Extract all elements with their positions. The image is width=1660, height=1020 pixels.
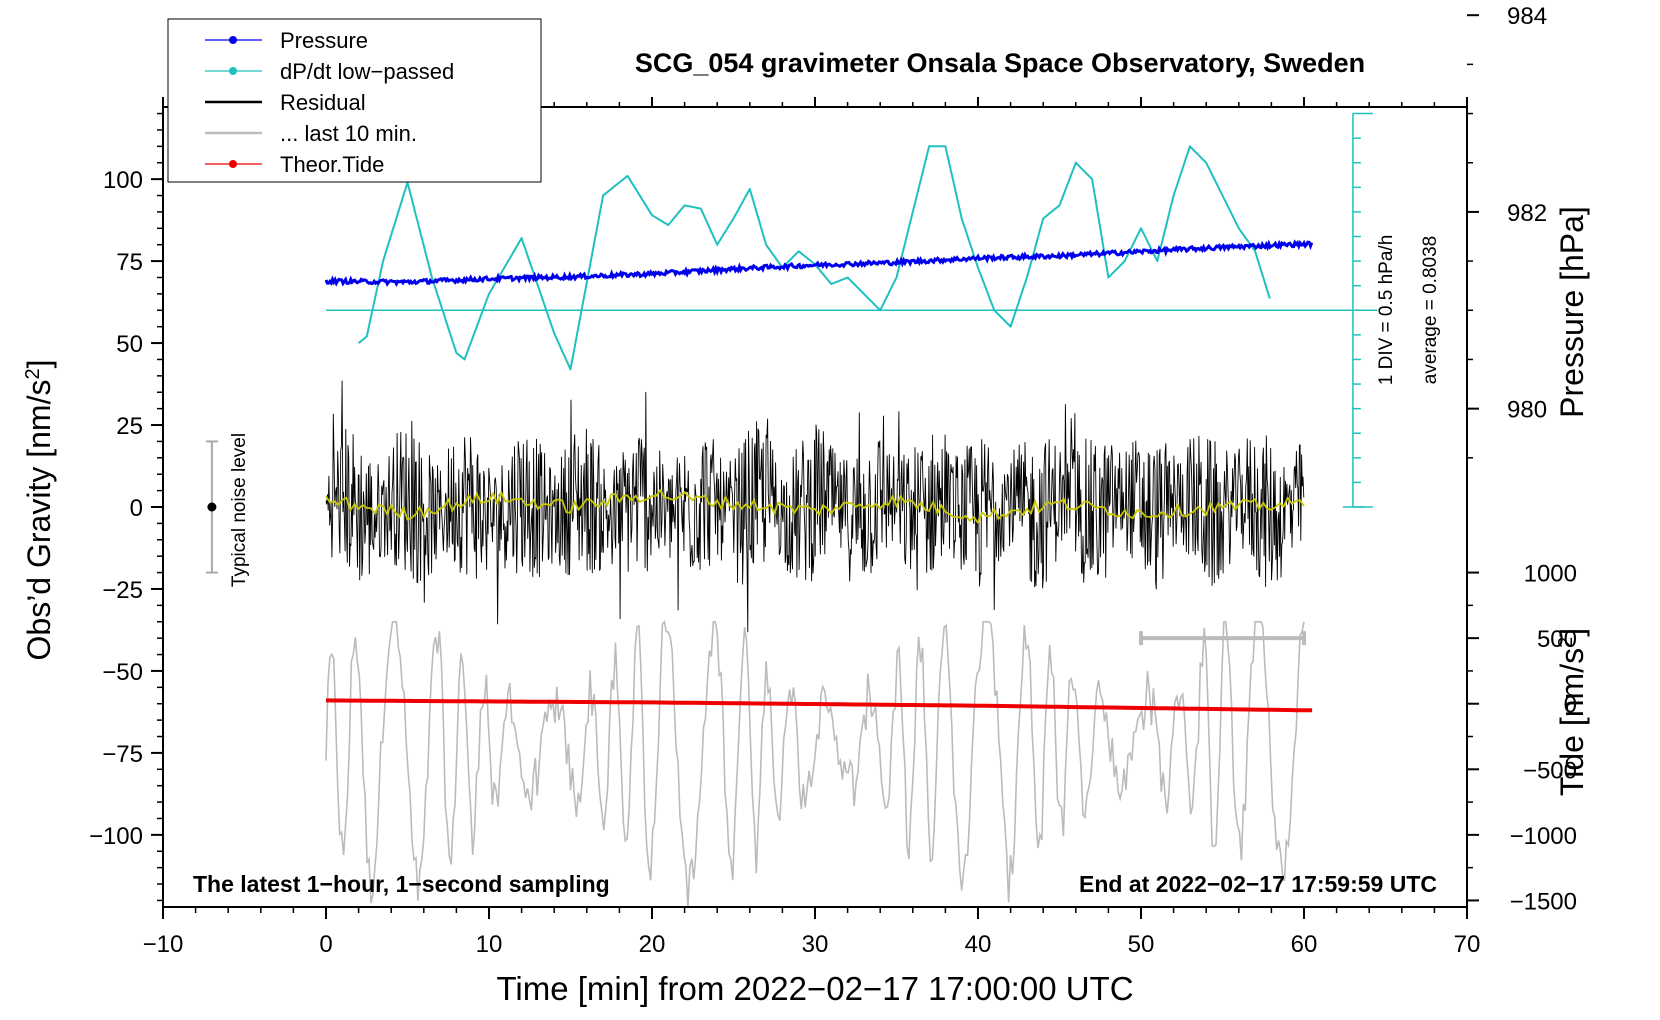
- y-tick-label: −75: [102, 741, 143, 768]
- x-tick-label: 10: [476, 931, 503, 958]
- chart-title: SCG_054 gravimeter Onsala Space Observat…: [635, 48, 1365, 78]
- bottom-left-annotation: The latest 1−hour, 1−second sampling: [193, 871, 610, 897]
- x-tick-label: 20: [639, 931, 666, 958]
- tide-tick-label: −1000: [1510, 823, 1577, 850]
- y-axis-label-gravity: Obs’d Gravity [nm/s2]: [21, 360, 57, 661]
- tide-tick-label: 500: [1537, 626, 1577, 653]
- y-tick-label: 25: [116, 413, 143, 440]
- tide-tick-label: −500: [1523, 757, 1577, 784]
- y-tick-label: 50: [116, 331, 143, 358]
- x-tick-label: 60: [1291, 931, 1318, 958]
- dpdt-scale-label: 1 DIV = 0.5 hPa/h: [1376, 235, 1397, 386]
- legend-swatch-dot: [229, 67, 237, 75]
- tide-tick-label: −1500: [1510, 888, 1577, 915]
- legend-label: dP/dt low−passed: [280, 59, 454, 84]
- legend-swatch-dot: [229, 160, 237, 168]
- tide-tick-label: 1000: [1524, 561, 1577, 588]
- y-axis-label-tide-sup: 2: [1555, 637, 1577, 648]
- series-theor-tide: [325, 698, 1313, 713]
- series-last-10-min: [325, 619, 1305, 908]
- legend: Pressure dP/dt low−passed Residual ... last…: [167, 18, 542, 183]
- noise-bar-point: [207, 502, 217, 512]
- x-tick-label: 30: [802, 931, 829, 958]
- y-axis-label-gravity-text: Obs’d Gravity [nm/s: [21, 380, 57, 661]
- bottom-right-annotation: End at 2022−02−17 17:59:59 UTC: [1079, 871, 1437, 897]
- x-tick-label: 50: [1128, 931, 1155, 958]
- legend-label: ... last 10 min.: [280, 121, 417, 146]
- y-tick-label: −100: [89, 823, 143, 850]
- y-tick-label: −25: [102, 577, 143, 604]
- pressure-tick-label: 982: [1507, 200, 1547, 227]
- pressure-tick-label: 980: [1507, 397, 1547, 424]
- y-axis-label-tide: Tide [nm/s2]: [1554, 628, 1590, 796]
- data-layer: [205, 112, 1378, 908]
- x-tick-label: 40: [965, 931, 992, 958]
- legend-label: Residual: [280, 90, 366, 115]
- legend-box: [167, 18, 542, 183]
- tide-tick-label: 0: [1564, 692, 1577, 719]
- y-axis-label-gravity-sup: 2: [22, 368, 44, 379]
- legend-swatch-dot: [229, 36, 237, 44]
- pressure-tick-label: 984: [1507, 3, 1547, 30]
- dpdt-average-label: average = 0.8038: [1420, 236, 1441, 384]
- y-axis-label-tide-close: ]: [1554, 628, 1590, 637]
- y-axis-label-gravity-close: ]: [21, 360, 57, 369]
- series-residual: [325, 380, 1305, 633]
- noise-level-label: Typical noise level: [229, 433, 250, 587]
- legend-label: Pressure: [280, 28, 368, 53]
- legend-label: Theor.Tide: [280, 152, 384, 177]
- y-tick-label: 0: [130, 495, 143, 522]
- series-residual-smoothed: [325, 488, 1305, 525]
- y-axis-label-pressure: Pressure [hPa]: [1554, 206, 1590, 418]
- series-pressure: [324, 239, 1314, 287]
- y-tick-label: 75: [116, 249, 143, 276]
- y-tick-label: −50: [102, 659, 143, 686]
- x-tick-label: 70: [1454, 931, 1481, 958]
- x-tick-label: 0: [319, 931, 332, 958]
- axes-layer: −10 0 10 20 30 40 50 60 70−100−75−50−25025507510…: [89, 3, 1577, 958]
- x-axis-label: Time [min] from 2022−02−17 17:00:00 UTC: [496, 970, 1133, 1007]
- x-tick-label: −10: [143, 931, 184, 958]
- y-tick-label: 100: [103, 167, 143, 194]
- y-axis-label-tide-text: Tide [nm/s: [1554, 648, 1590, 796]
